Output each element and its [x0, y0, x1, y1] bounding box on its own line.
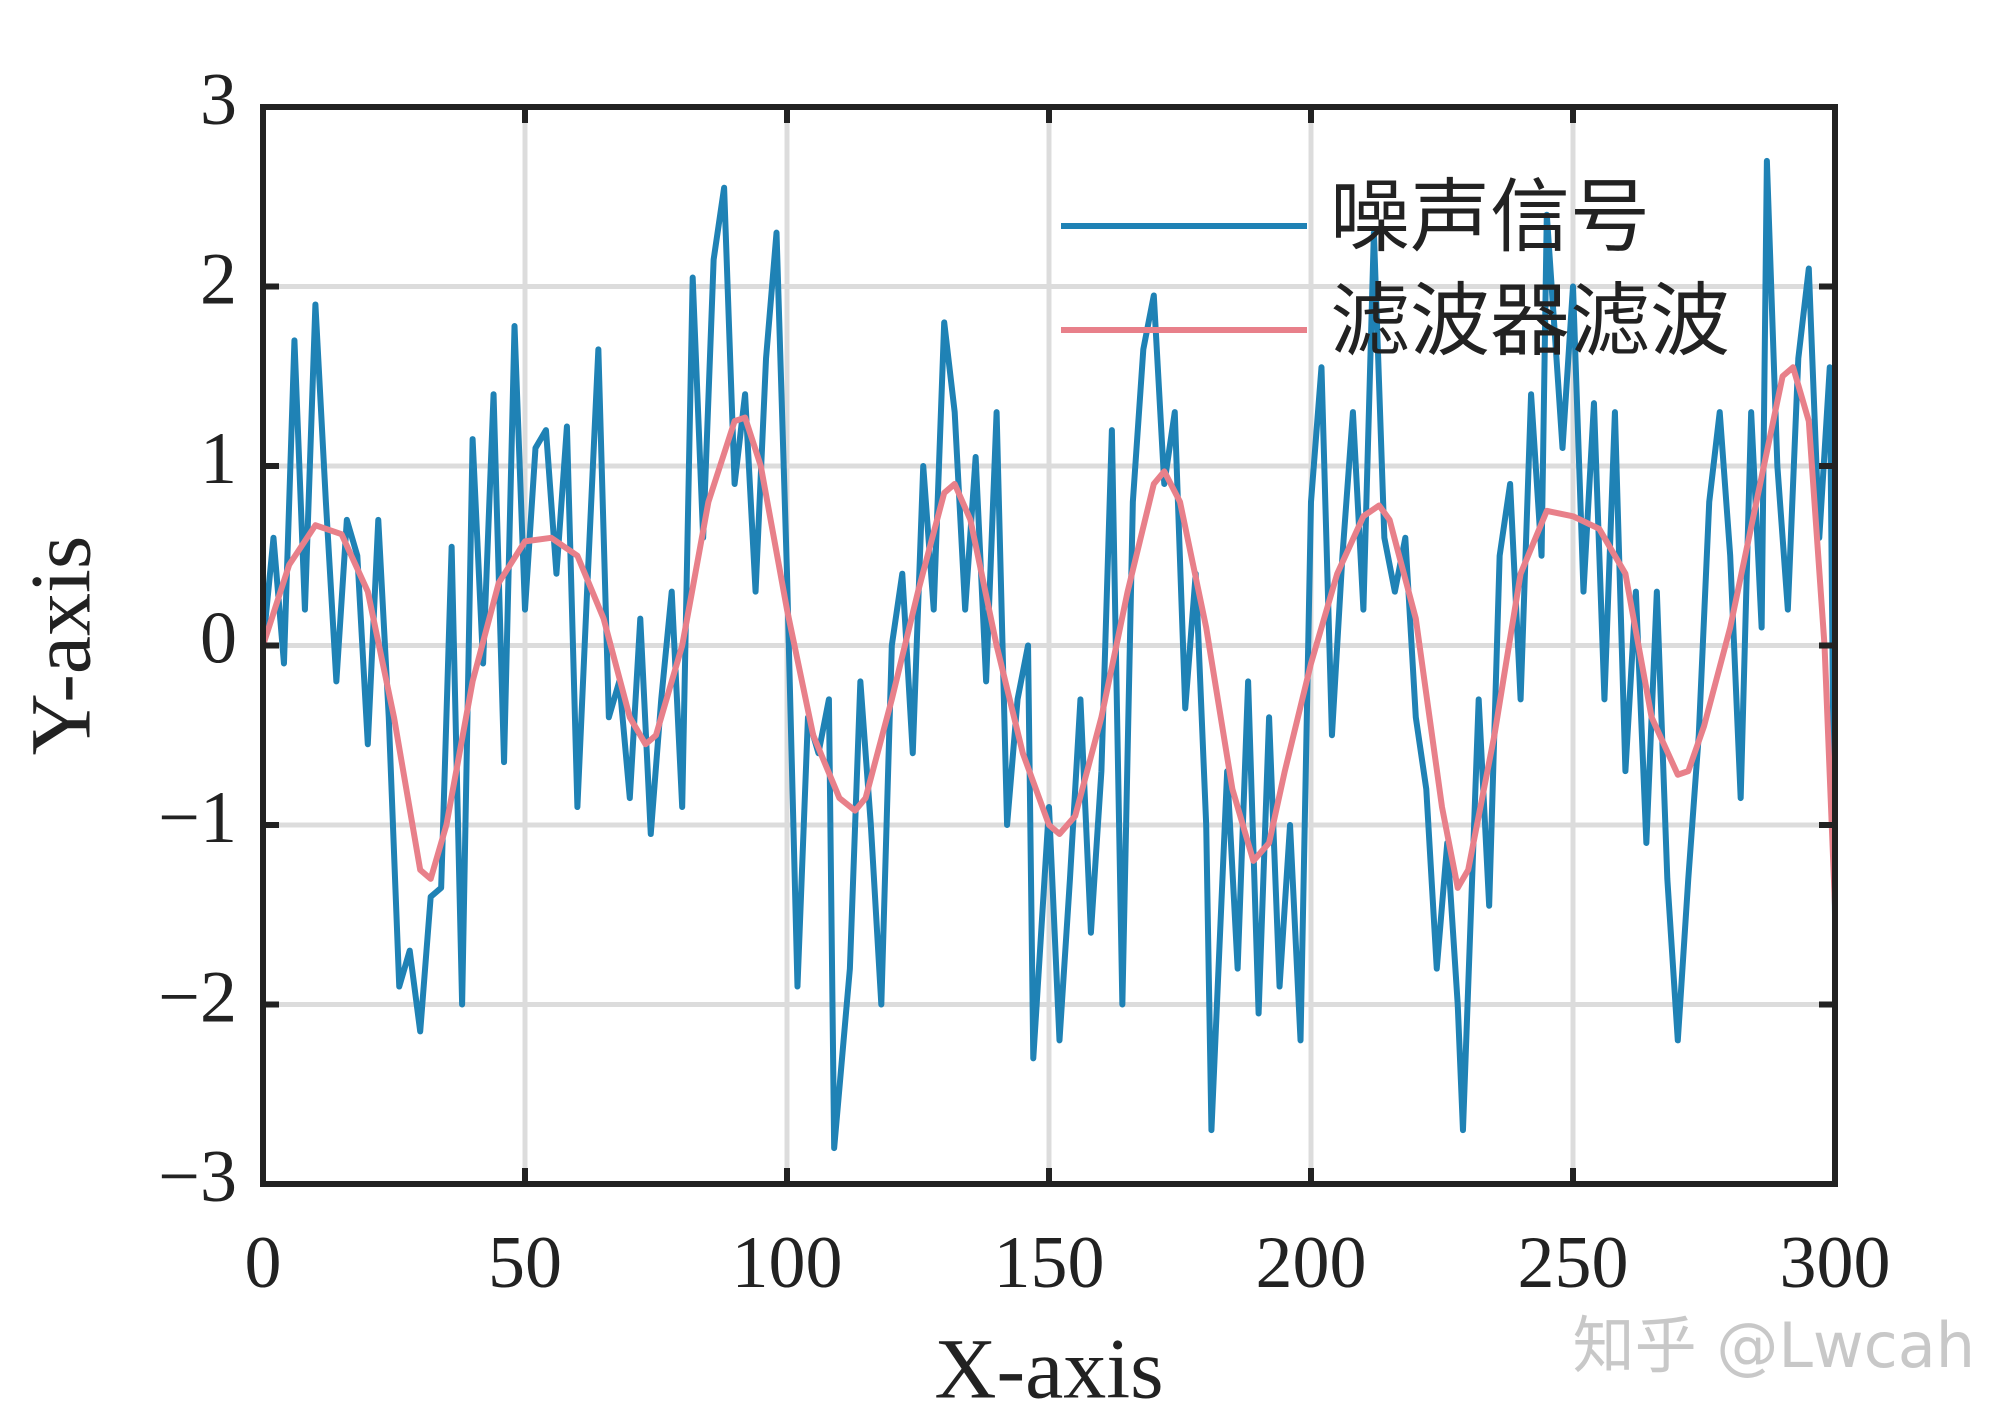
x-tick-label: 200: [1256, 1222, 1367, 1304]
y-axis-label: Y-axis: [13, 536, 109, 756]
watermark: 知乎 @Lwcah: [1573, 1309, 1975, 1382]
x-tick-label: 300: [1780, 1222, 1891, 1304]
y-tick-label: 0: [200, 597, 237, 679]
y-tick-label: 1: [200, 418, 237, 500]
x-tick-label: 100: [732, 1222, 843, 1304]
x-axis-label: X-axis: [934, 1321, 1163, 1417]
series-line: [263, 364, 1835, 906]
x-tick-label: 0: [245, 1222, 282, 1304]
legend-label: 噪声信号: [1330, 174, 1650, 262]
y-tick-label: 3: [200, 59, 237, 141]
y-tick-label: 2: [200, 238, 237, 320]
y-tick-label: −3: [158, 1136, 237, 1218]
legend-label: 滤波器滤波: [1330, 278, 1730, 366]
y-tick-label: −1: [158, 777, 237, 859]
x-tick-label: 150: [994, 1222, 1105, 1304]
y-tick-label: −2: [158, 956, 237, 1038]
x-tick-label: 50: [488, 1222, 562, 1304]
series-line: [263, 157, 1835, 1152]
x-tick-label: 250: [1518, 1222, 1629, 1304]
